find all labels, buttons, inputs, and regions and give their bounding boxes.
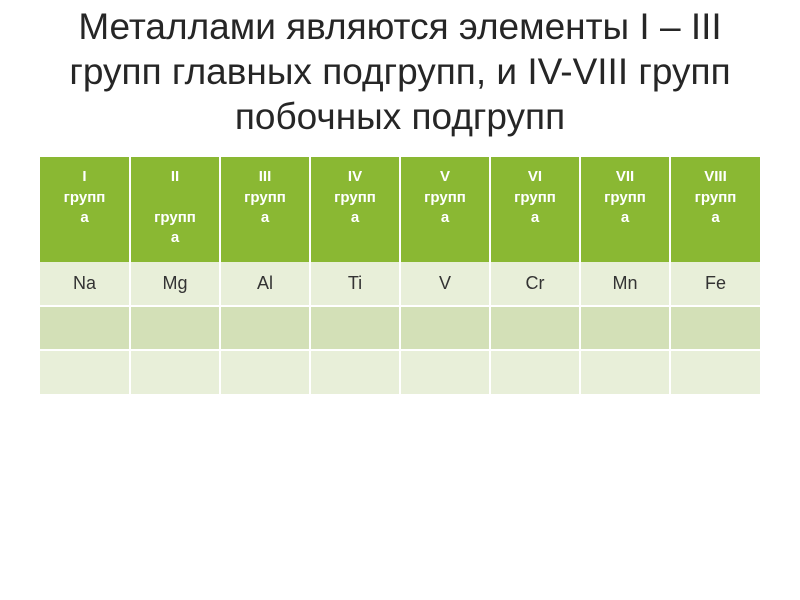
cell: [670, 350, 760, 394]
col-header-line: I: [82, 168, 86, 185]
col-header-line: групп: [424, 189, 466, 206]
cell: [40, 350, 130, 394]
col-header-line: а: [711, 209, 719, 226]
cell: [310, 350, 400, 394]
cell: Al: [220, 262, 310, 306]
col-header-5: V групп а: [400, 157, 490, 262]
slide-title: Металлами являются элементы I – III груп…: [40, 4, 760, 139]
col-header-1: I групп а: [40, 157, 130, 262]
groups-table: I групп а II групп а III групп а IV: [40, 157, 760, 394]
col-header-line: VIII: [704, 168, 727, 185]
col-header-7: VII групп а: [580, 157, 670, 262]
slide: Металлами являются элементы I – III груп…: [0, 0, 800, 600]
col-header-3: III групп а: [220, 157, 310, 262]
col-header-line: групп: [154, 209, 196, 226]
col-header-line: а: [351, 209, 359, 226]
cell: Na: [40, 262, 130, 306]
table-row: [40, 306, 760, 350]
col-header-line: а: [261, 209, 269, 226]
col-header-line: групп: [604, 189, 646, 206]
table-body: Na Mg Al Ti V Cr Mn Fe: [40, 262, 760, 394]
col-header-line: VII: [616, 168, 634, 185]
col-header-line: групп: [244, 189, 286, 206]
col-header-line: VI: [528, 168, 542, 185]
col-header-line: групп: [514, 189, 556, 206]
col-header-6: VI групп а: [490, 157, 580, 262]
col-header-line: а: [80, 209, 88, 226]
cell: [220, 306, 310, 350]
col-header-line: а: [171, 229, 179, 246]
table-row: [40, 350, 760, 394]
cell: Mg: [130, 262, 220, 306]
cell: [400, 350, 490, 394]
col-header-line: групп: [695, 189, 737, 206]
col-header-4: IV групп а: [310, 157, 400, 262]
table-row: Na Mg Al Ti V Cr Mn Fe: [40, 262, 760, 306]
cell: [490, 350, 580, 394]
col-header-line: а: [621, 209, 629, 226]
cell: Fe: [670, 262, 760, 306]
cell: [490, 306, 580, 350]
cell: [40, 306, 130, 350]
cell: Cr: [490, 262, 580, 306]
cell: [400, 306, 490, 350]
col-header-line: IV: [348, 168, 362, 185]
header-row: I групп а II групп а III групп а IV: [40, 157, 760, 262]
cell: Ti: [310, 262, 400, 306]
cell: [670, 306, 760, 350]
cell: [580, 306, 670, 350]
cell: [310, 306, 400, 350]
col-header-line: а: [531, 209, 539, 226]
cell: [580, 350, 670, 394]
col-header-8: VIII групп а: [670, 157, 760, 262]
col-header-line: V: [440, 168, 450, 185]
cell: Mn: [580, 262, 670, 306]
col-header-line: а: [441, 209, 449, 226]
cell: [130, 350, 220, 394]
cell: V: [400, 262, 490, 306]
col-header-line: II: [171, 168, 179, 185]
col-header-2: II групп а: [130, 157, 220, 262]
col-header-line: III: [259, 168, 272, 185]
table-header: I групп а II групп а III групп а IV: [40, 157, 760, 262]
cell: [220, 350, 310, 394]
cell: [130, 306, 220, 350]
col-header-line: групп: [334, 189, 376, 206]
col-header-line: групп: [64, 189, 106, 206]
